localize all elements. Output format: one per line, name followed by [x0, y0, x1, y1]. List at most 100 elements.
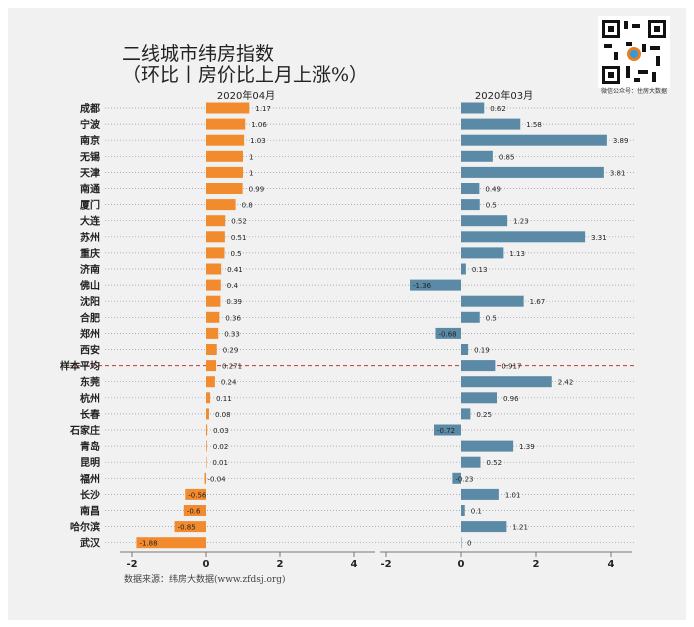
data-label: 1.03	[250, 137, 266, 145]
bar	[461, 488, 499, 500]
bar	[206, 263, 222, 275]
category-label: 青岛	[80, 440, 100, 453]
x-tick-label: 0	[203, 559, 210, 570]
panel-title: 2020年03月	[475, 89, 533, 102]
bar	[206, 183, 243, 194]
data-label: -0.72	[437, 427, 455, 435]
category-label: 佛山	[79, 279, 100, 292]
data-label: 0.96	[503, 395, 519, 403]
data-label: 0.99	[249, 186, 265, 194]
data-label: 0.5	[486, 202, 497, 210]
bar	[461, 295, 524, 307]
data-label: 0.5	[231, 250, 242, 258]
bar	[206, 215, 226, 227]
bar	[410, 279, 461, 291]
x-tick-label: 4	[351, 559, 358, 570]
bar	[174, 521, 206, 533]
data-label: -0.04	[208, 475, 227, 483]
data-label: 1	[249, 169, 253, 177]
bar	[461, 376, 552, 388]
bar	[461, 150, 493, 162]
bar	[461, 247, 504, 259]
panel-title: 2020年04月	[217, 89, 275, 102]
bar	[206, 295, 221, 307]
data-label: 1	[249, 153, 253, 161]
data-label: 0.24	[221, 379, 237, 387]
data-label: 0.13	[472, 266, 488, 274]
bar	[206, 311, 220, 323]
data-label: 1.17	[255, 105, 271, 113]
bar	[461, 199, 480, 211]
bar	[206, 456, 207, 468]
bar	[206, 424, 208, 436]
bar	[206, 247, 225, 259]
bar	[452, 472, 461, 484]
bar	[185, 488, 206, 500]
data-label: 3.81	[610, 169, 626, 177]
bar	[461, 537, 462, 549]
data-label: 1.01	[505, 491, 521, 499]
bar	[206, 166, 243, 178]
data-label: 0.41	[227, 266, 243, 274]
category-label: 成都	[80, 102, 100, 115]
chart-subtitle: （环比丨房价比上月上涨%）	[122, 64, 369, 86]
category-label: 石家庄	[69, 424, 100, 437]
bar	[461, 344, 469, 355]
category-label: 大连	[80, 215, 101, 228]
data-label: -0.23	[455, 475, 473, 483]
category-label: 厦门	[80, 199, 100, 212]
chart-title: 二线城市纬房指数	[122, 43, 275, 65]
bar	[206, 344, 217, 355]
data-label: 0.5	[486, 314, 497, 322]
data-label: 1.06	[251, 121, 267, 129]
data-label: 3.31	[591, 234, 607, 242]
category-label: 苏州	[80, 231, 100, 244]
bar	[206, 440, 207, 452]
data-label: 0.1	[471, 508, 482, 516]
bar	[461, 408, 471, 420]
data-label: 0.51	[231, 234, 247, 242]
category-label: 长春	[80, 408, 100, 421]
category-label: 昆明	[80, 457, 100, 469]
data-label: 1.39	[519, 443, 535, 451]
category-label: 哈尔滨	[70, 521, 100, 534]
data-label: -0.56	[188, 491, 207, 499]
bar	[206, 199, 236, 211]
data-label: 0.03	[213, 427, 229, 435]
category-label: 济南	[80, 263, 100, 276]
qr-code	[598, 16, 670, 88]
bar	[136, 537, 206, 549]
x-tick-label: 4	[608, 559, 615, 570]
bar	[206, 231, 225, 243]
bar	[206, 102, 250, 114]
data-label: -0.6	[187, 508, 201, 516]
category-label: 郑州	[80, 327, 100, 340]
data-label: -0.85	[178, 524, 196, 532]
bar	[461, 456, 481, 468]
category-label: 长沙	[80, 488, 100, 501]
bar	[435, 327, 461, 339]
data-label: -0.68	[439, 330, 457, 338]
category-label: 武汉	[80, 537, 101, 550]
category-label: 宁波	[80, 118, 101, 131]
bar	[461, 183, 480, 194]
source-note: 数据来源：纬房大数据(www.zfdsj.org)	[124, 575, 286, 585]
data-label: 0.4	[227, 282, 239, 290]
data-label: 0.19	[474, 347, 490, 355]
bar	[461, 263, 466, 275]
category-label: 合肥	[79, 311, 100, 324]
bar	[461, 505, 465, 516]
data-label: 0.25	[476, 411, 492, 419]
bar	[206, 327, 219, 339]
x-tick-label: -2	[380, 559, 391, 570]
x-tick-label: 2	[533, 559, 540, 570]
data-label: 0.11	[216, 395, 232, 403]
category-label: 南京	[80, 134, 100, 147]
data-label: 1.21	[512, 524, 528, 532]
data-label: 0.08	[215, 411, 231, 419]
bar	[461, 215, 508, 227]
bar	[206, 118, 246, 130]
category-label: 南通	[80, 183, 100, 196]
category-label: 天津	[80, 166, 100, 179]
